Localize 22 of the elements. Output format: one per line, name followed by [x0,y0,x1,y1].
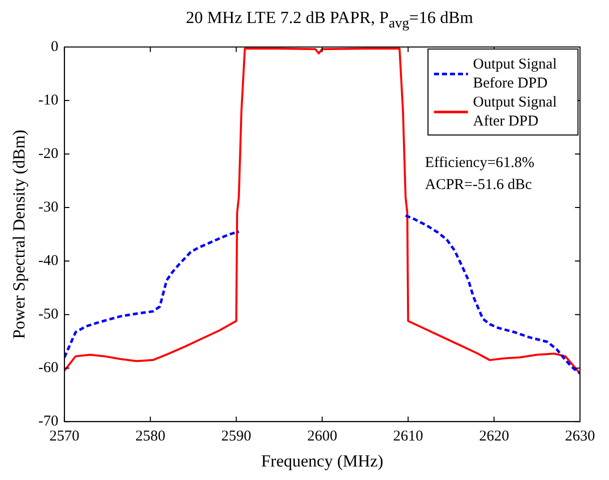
x-tick-label: 2620 [479,428,510,445]
y-tick-label: -30 [38,199,58,216]
y-tick-label: -10 [38,92,58,108]
x-tick-label: 2590 [221,428,252,445]
x-tick-label: 2600 [307,428,338,445]
y-tick-label: -20 [38,146,58,162]
y-tick-label: -40 [38,252,58,269]
y-tick-label: 0 [50,38,58,55]
y-tick-label: -70 [38,414,58,430]
x-tick-label: 2610 [393,428,424,445]
legend-label: Output Signal After DPD [473,94,557,130]
y-tick-label: -50 [38,306,58,323]
y-axis-title: Power Spectral Density (dBm) [10,130,29,339]
x-tick-label: 2580 [135,428,166,445]
x-axis-title: Frequency (MHz) [261,451,384,470]
legend-label: Output Signal Before DPD [473,56,557,92]
annotation: ACPR=-51.6 dBc [425,177,532,193]
chart-title: 20 MHz LTE 7.2 dB PAPR, P$_{avg}$=16 dBm [184,8,474,32]
y-tick-label: -60 [38,360,58,376]
x-tick-label: 2630 [565,428,595,445]
annotation: Efficiency=61.8% [425,155,534,171]
x-tick-label: 2570 [49,428,80,445]
